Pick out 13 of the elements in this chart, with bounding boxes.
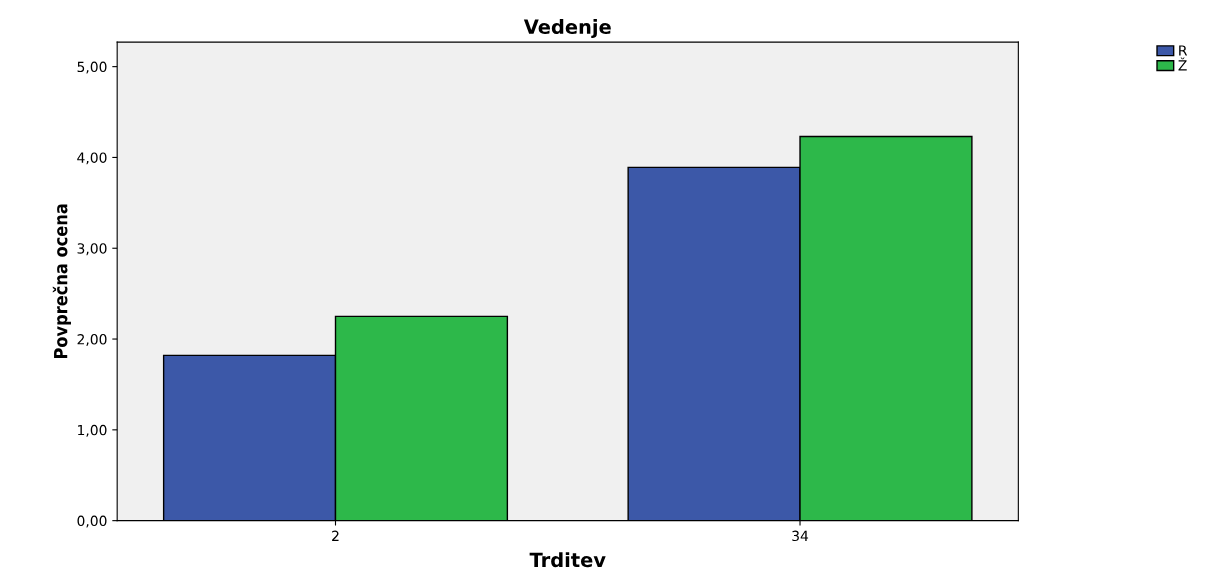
chart-title: Vedenje <box>523 19 611 38</box>
y-tick-label: 3,00 <box>77 243 107 256</box>
x-tick-label: 34 <box>792 530 809 542</box>
x-axis-title: Trditev <box>529 552 606 568</box>
legend-label: R <box>1179 45 1188 56</box>
y-axis-title: Povprečna ocena <box>52 204 71 359</box>
y-tick-label: 5,00 <box>77 61 107 74</box>
x-tick-label: 2 <box>332 530 339 541</box>
y-tick-label: 4,00 <box>77 152 107 165</box>
legend-label: Ž <box>1178 57 1187 71</box>
y-tick-label: 0,00 <box>77 515 107 528</box>
y-tick-label: 1,00 <box>78 424 107 437</box>
y-tick-label: 2,00 <box>77 334 107 346</box>
